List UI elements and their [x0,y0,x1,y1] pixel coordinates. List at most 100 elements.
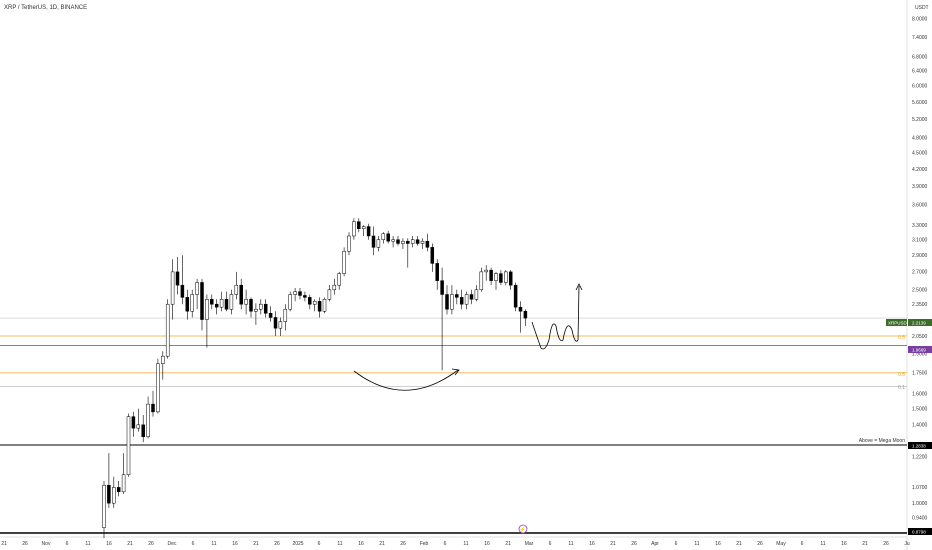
price-tick-label: 2.7000 [912,270,928,276]
price-tick-label: 2.3500 [912,302,928,308]
candle-body [200,282,204,320]
curve-arrowhead [451,368,460,376]
price-tick-label: 4.8000 [912,136,928,142]
time-tick-label: 11 [820,541,825,547]
price-tick-label: 5.6000 [912,100,928,106]
candle-body [131,416,136,429]
price-tick-label: 8.0000 [912,17,928,23]
candle-body [195,282,199,295]
time-tick-label: Ju [904,541,910,547]
candle-body [352,221,356,237]
fib-01-label: 0.1 [898,385,905,391]
price-tick-label: 1.2200 [912,455,928,461]
candle-body [376,239,381,248]
candle-body [151,403,155,413]
time-tick-label: 2025 [292,541,303,547]
candle-body [224,299,229,310]
candle-body [386,233,390,242]
mega-moon-annotation: Above = Mega Moon [859,438,905,444]
candle-body [254,308,258,312]
time-tick-label: 26 [148,541,154,547]
candle-body [513,284,518,308]
price-tick-label: 3.1000 [912,238,928,244]
candle-body [239,284,243,305]
time-tick-label: Mar [525,541,534,547]
purple-badge-text: 1.9669 [912,348,926,353]
time-tick-label: 6 [192,541,195,547]
price-tick-label: 6.8000 [912,55,928,61]
time-tick-label: 21 [1,541,7,547]
time-tick-label: 11 [211,541,216,547]
candle-body [440,280,444,295]
price-axis[interactable]: 8.0000 7.4000 6.8000 6.4000 6.0000 5.6000 5.20… [912,17,928,522]
bottom-level-badge: 0.8798 [908,528,932,535]
curve-drawing[interactable] [353,369,459,391]
current-price-badge: XRPUSDT 2.2139 [886,319,932,326]
time-tick-label: 26 [631,541,637,547]
time-tick-label: Feb [420,541,429,547]
candle-body [415,239,420,244]
candle-body [361,226,366,229]
price-tick-label: 4.2000 [912,167,928,173]
time-tick-label: 26 [400,541,406,547]
candle-body [298,291,302,296]
candle-body [268,313,273,318]
projection-path-drawing[interactable] [531,285,580,350]
candle-body [479,271,484,291]
support-level-badge: 1.2838 [908,442,932,449]
price-tick-label: 2.5000 [912,288,928,294]
candle-body [161,355,165,364]
candle-body [234,284,239,295]
time-tick-label: 26 [22,541,28,547]
time-axis[interactable]: 21 26 Nov 6 11 16 21 26 Dec 6 11 16 21 26 2025 6 11 16 21 2… [1,541,910,547]
price-tick-label: 1.0700 [912,485,928,491]
candle-body [263,303,268,314]
candle-body [474,289,479,300]
candle-body [484,269,488,273]
candle-body [180,284,185,298]
candle-body [107,485,111,504]
time-tick-label: 6 [801,541,804,547]
price-badge-text: 2.2139 [912,321,926,326]
candle-body [322,299,327,312]
price-tick-label: 5.2000 [912,117,928,123]
candle-body [121,474,126,493]
time-tick-label: 6 [549,541,552,547]
candle-body [293,291,297,295]
candle-body [504,271,508,283]
time-tick-label: Apr [651,541,659,547]
candlestick-series [102,218,528,539]
event-marker[interactable]: ⚡ [518,524,528,534]
candle-body [366,226,371,237]
candle-body [312,301,317,305]
time-tick-label: 26 [757,541,763,547]
candle-body [391,239,395,242]
candle-body [278,321,283,329]
time-tick-label: 16 [841,541,847,547]
price-tick-label: 0.9400 [912,515,928,521]
time-tick-label: 16 [484,541,490,547]
time-tick-label: 21 [862,541,868,547]
support-badge-text: 1.2838 [912,444,926,449]
candle-body [102,485,106,528]
price-badge-bg [908,319,932,326]
candle-body [425,240,430,248]
price-tick-label: 1.7500 [912,371,928,377]
candle-body [244,299,248,305]
time-tick-label: Dec [168,541,177,547]
candle-body [337,273,341,286]
candle-body [327,289,332,300]
candle-body [126,416,131,475]
candle-body [406,240,410,244]
candle-body [410,239,415,244]
candle-body [469,294,474,300]
time-tick-label: 16 [232,541,238,547]
candle-body [430,247,435,264]
time-tick-label: 11 [85,541,90,547]
candle-body [523,310,528,319]
candle-body [141,424,145,438]
event-marker-circle[interactable] [518,524,528,534]
candle-body [317,301,322,312]
